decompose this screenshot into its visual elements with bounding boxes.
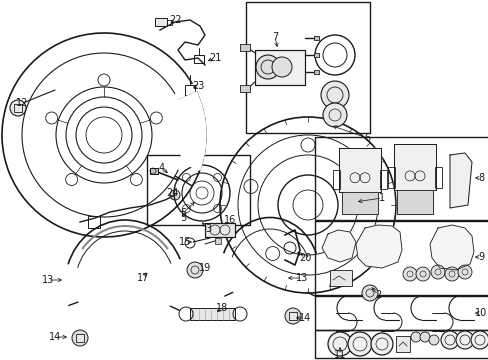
Text: 8: 8 [477,173,483,183]
Circle shape [10,100,26,116]
Text: 5: 5 [180,213,186,223]
Circle shape [419,332,429,342]
Polygon shape [393,144,435,190]
Text: 12: 12 [16,98,28,108]
Circle shape [285,308,301,324]
Bar [14,104,22,112]
Circle shape [347,332,371,356]
Circle shape [170,190,180,200]
Bar [155,18,167,26]
Text: 19: 19 [199,263,211,273]
Text: 4: 4 [159,163,165,173]
Bar [434,167,441,188]
Polygon shape [396,190,432,213]
Circle shape [470,331,488,349]
Polygon shape [321,230,355,262]
Text: 7: 7 [271,32,278,42]
Circle shape [256,55,280,79]
Bar [215,238,221,244]
Bar [314,221,488,295]
Text: 23: 23 [191,81,204,91]
Text: 3: 3 [204,224,211,234]
Text: 11: 11 [333,350,346,360]
Bar [240,85,249,92]
Circle shape [327,332,351,356]
Bar [332,170,339,189]
Circle shape [323,103,346,127]
Bar [184,85,195,95]
Bar [329,270,351,286]
Bar [379,170,386,189]
Circle shape [402,267,416,281]
Text: 24: 24 [165,188,178,198]
Bar [204,223,235,237]
Text: 13: 13 [42,275,54,285]
Bar [288,312,296,320]
Bar [194,55,203,63]
Text: 5: 5 [180,208,186,218]
Polygon shape [429,225,473,270]
Bar [204,223,235,237]
Text: 10: 10 [474,308,486,318]
Bar [313,36,318,40]
Text: 22: 22 [169,15,182,25]
Circle shape [457,265,471,279]
Text: 14: 14 [49,332,61,342]
Circle shape [410,332,420,342]
Bar [167,20,172,25]
Circle shape [444,267,458,281]
Bar [240,44,249,51]
Circle shape [415,267,429,281]
Bar [147,155,249,225]
Circle shape [370,333,392,355]
Circle shape [361,285,377,301]
Text: 17: 17 [137,273,149,283]
Text: 13: 13 [295,273,307,283]
Polygon shape [355,225,401,268]
Bar [314,296,488,330]
Bar [395,336,409,352]
Circle shape [320,81,348,109]
Circle shape [428,335,438,345]
Text: 21: 21 [208,53,221,63]
Text: 2: 2 [374,290,380,300]
Circle shape [440,331,458,349]
Bar [314,137,488,220]
Wedge shape [176,92,205,170]
Circle shape [186,262,203,278]
Text: 20: 20 [298,253,310,263]
Circle shape [430,265,444,279]
Bar [76,334,84,342]
Bar [314,330,488,358]
Circle shape [271,57,291,77]
Text: 14: 14 [298,313,310,323]
Bar [313,53,318,57]
Text: 6: 6 [363,133,369,143]
Text: 18: 18 [215,303,228,313]
Text: 15: 15 [179,237,191,247]
Bar [387,167,394,188]
Bar [245,2,369,133]
Polygon shape [341,192,377,213]
Text: 1: 1 [378,193,384,203]
Text: 9: 9 [477,252,483,262]
Bar [313,70,318,74]
Bar [254,50,305,85]
Bar [254,50,305,85]
Bar [88,216,100,228]
Bar [150,168,158,174]
Bar [190,308,235,320]
Text: 16: 16 [224,215,236,225]
Circle shape [455,331,473,349]
Polygon shape [449,153,471,208]
Circle shape [72,330,88,346]
Polygon shape [338,148,380,192]
